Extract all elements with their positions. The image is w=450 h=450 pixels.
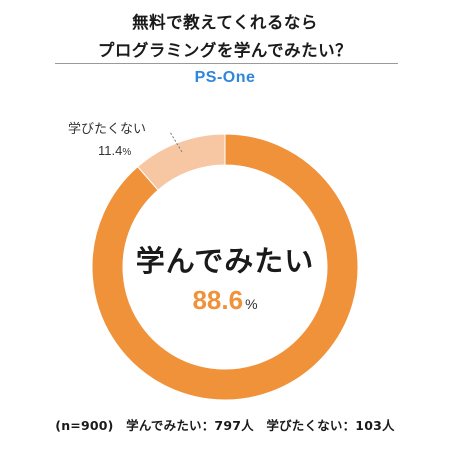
chart-title-line-1: 無料で教えてくれるなら bbox=[132, 13, 318, 32]
minor-slice-percent: 11.4 bbox=[98, 143, 123, 158]
main-slice-percent: 88.6 bbox=[192, 285, 244, 315]
minor-slice-percent-sign: % bbox=[122, 147, 132, 158]
footer-no-count: 学びたくない：103人 bbox=[266, 418, 395, 433]
brand-label: PS-One bbox=[194, 69, 256, 86]
main-slice-percent-sign: % bbox=[245, 296, 258, 312]
slice-minor bbox=[136, 133, 226, 191]
slice-main bbox=[91, 133, 359, 401]
minor-slice-value: 11.4% bbox=[98, 143, 131, 158]
footer-sample-size: (n=900) bbox=[55, 418, 114, 433]
chart-title-line-2: プログラミングを学んでみたい？ bbox=[97, 41, 353, 60]
footer-summary: (n=900) 学んでみたい：797人 学びたくない：103人 bbox=[0, 415, 450, 434]
title-divider bbox=[55, 63, 398, 64]
main-slice-label: 学んでみたい bbox=[135, 244, 315, 278]
minor-slice-label: 学びたくない bbox=[68, 122, 147, 137]
main-slice-value: 88.6% bbox=[0, 285, 450, 316]
footer-yes-count: 学んでみたい：797人 bbox=[126, 418, 254, 433]
